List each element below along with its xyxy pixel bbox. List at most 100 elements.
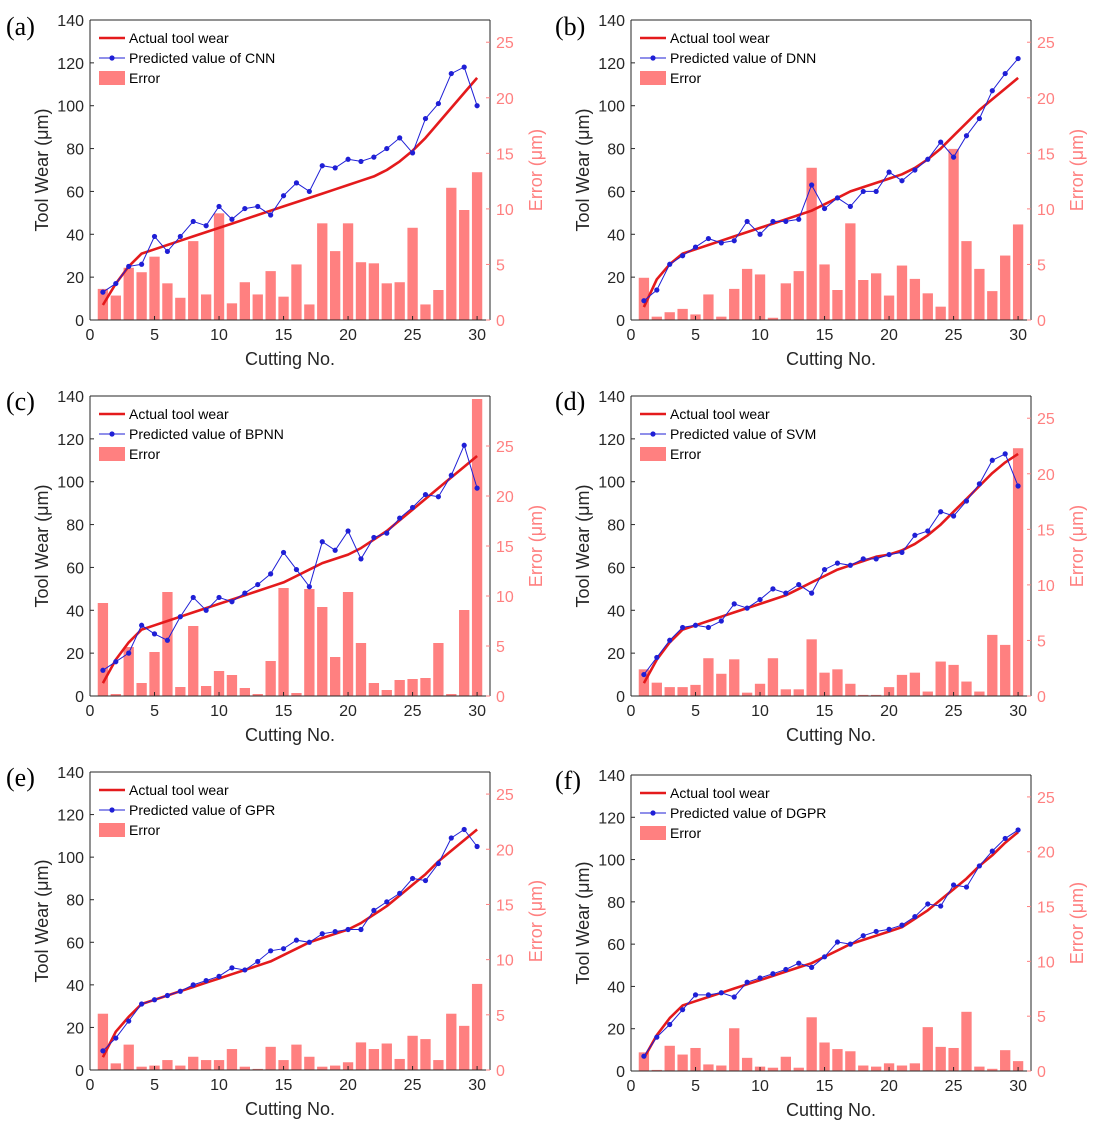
predicted-point: [950, 154, 957, 160]
legend-swatch-predicted-marker: [650, 431, 656, 437]
predicted-line: [643, 453, 1019, 675]
predicted-point: [757, 231, 763, 237]
predicted-point: [306, 188, 312, 195]
predicted-line: [102, 828, 478, 1052]
error-bar: [806, 1017, 817, 1071]
legend: Actual tool wear Predicted value of CNN Er…: [94, 26, 292, 90]
y-tick-label: 60: [66, 560, 84, 577]
error-bar: [651, 682, 662, 696]
error-bar: [651, 316, 662, 320]
legend-label: Predicted value of GPR: [129, 802, 275, 818]
x-tick-label: 30: [1009, 703, 1027, 720]
error-bar: [123, 647, 134, 696]
error-bar: [175, 297, 186, 320]
error-bar: [149, 652, 160, 696]
error-bar: [1000, 644, 1011, 696]
error-bar: [845, 223, 856, 320]
predicted-point: [113, 1035, 119, 1041]
x-tick-label: 0: [86, 703, 95, 720]
error-bar: [690, 684, 701, 696]
predicted-point: [242, 967, 248, 973]
predicted-point: [422, 115, 429, 122]
y-right-tick-label: 15: [496, 897, 514, 914]
x-tick-label: 25: [404, 1077, 422, 1094]
predicted-point: [912, 167, 918, 173]
y-tick-label: 80: [66, 142, 84, 159]
y-tick-label: 140: [57, 389, 84, 406]
y-right-tick-label: 5: [496, 639, 505, 656]
legend-box: [635, 781, 833, 845]
error-bar: [832, 669, 843, 696]
x-axis-title: Cutting No.: [245, 1099, 335, 1119]
predicted-point: [177, 614, 183, 620]
predicted-point: [268, 212, 274, 218]
y-tick-label: 60: [607, 184, 625, 201]
y-tick-label: 0: [75, 313, 84, 330]
error-bar: [716, 673, 727, 696]
y-axis-title: Tool Wear (μm): [573, 108, 593, 231]
predicted-point: [151, 631, 158, 637]
error-bar: [948, 1047, 959, 1071]
error-bar: [200, 686, 212, 696]
predicted-point: [938, 509, 944, 515]
error-bar: [368, 683, 380, 696]
y-right-tick-label: 10: [1037, 954, 1055, 971]
predicted-point: [783, 966, 789, 973]
y-axis-title: Tool Wear (μm): [32, 484, 52, 607]
predicted-point: [680, 624, 686, 631]
predicted-point: [397, 135, 403, 141]
error-bar: [123, 267, 134, 320]
error-bar: [832, 290, 843, 320]
error-bar: [948, 664, 959, 696]
error-bar: [896, 674, 908, 696]
predicted-markers: [100, 826, 480, 1054]
predicted-line: [102, 66, 478, 293]
predicted-point: [860, 556, 866, 562]
predicted-point: [770, 971, 776, 977]
y-right-tick-label: 20: [496, 91, 514, 108]
predicted-point: [435, 100, 441, 107]
error-bar: [330, 1065, 341, 1070]
y-right-axis-title: Error (μm): [1067, 505, 1087, 587]
error-bar: [355, 643, 367, 696]
panel-label: (a): [6, 12, 35, 41]
predicted-point: [306, 584, 312, 590]
y-tick-label: 0: [75, 1063, 84, 1080]
error-bar: [987, 1068, 998, 1071]
error-bar: [767, 317, 779, 320]
y-right-tick-label: 5: [1037, 633, 1046, 650]
predicted-point: [976, 115, 982, 122]
predicted-point: [293, 937, 300, 943]
error-bar: [226, 1049, 238, 1070]
predicted-point: [654, 1034, 660, 1040]
error-bar: [136, 683, 147, 696]
predicted-point: [139, 261, 145, 267]
legend-label: Actual tool wear: [670, 30, 770, 46]
error-bar: [741, 1057, 753, 1071]
predicted-point: [705, 624, 712, 631]
y-tick-label: 100: [598, 853, 625, 870]
predicted-point: [319, 931, 325, 937]
y-tick-label: 40: [66, 227, 84, 244]
predicted-point: [409, 150, 416, 156]
error-bar: [162, 1060, 173, 1070]
error-bar: [188, 1056, 199, 1070]
predicted-point: [757, 975, 763, 981]
x-tick-label: 15: [816, 327, 834, 344]
error-bar: [459, 210, 470, 320]
error-bar: [252, 294, 263, 320]
error-bar: [677, 1054, 688, 1071]
panel-label: (f): [555, 766, 581, 795]
y-right-tick-label: 15: [496, 539, 514, 556]
y-tick-label: 80: [607, 518, 625, 535]
predicted-point: [255, 958, 261, 965]
legend-label: Actual tool wear: [129, 406, 229, 422]
error-bar: [407, 679, 418, 696]
x-tick-label: 30: [1009, 327, 1027, 344]
error-bar: [304, 589, 315, 696]
predicted-point: [177, 233, 183, 240]
error-bar: [433, 1060, 444, 1070]
error-bar: [922, 1027, 933, 1071]
error-bar: [922, 293, 933, 320]
error-bar: [883, 687, 895, 696]
